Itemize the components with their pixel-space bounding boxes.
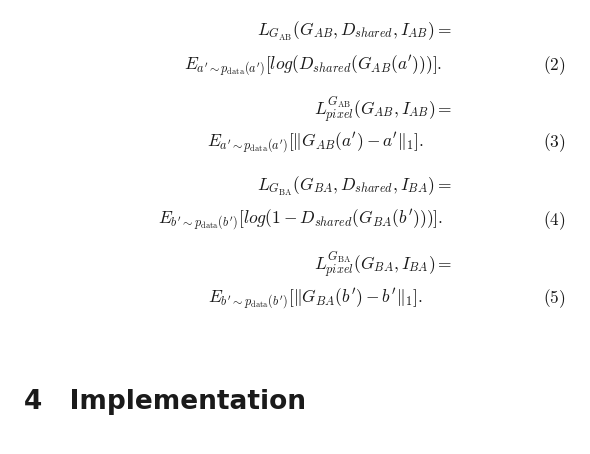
Text: $(2)$: $(2)$: [543, 54, 566, 77]
Text: $L_{pixel}^{G_{\rm AB}}(G_{AB},I_{AB}) =$: $L_{pixel}^{G_{\rm AB}}(G_{AB},I_{AB}) =…: [314, 94, 453, 124]
Text: $E_{b'\sim p_{\rm data}(b')}[log(1-D_{shared}(G_{BA}(b')))].$: $E_{b'\sim p_{\rm data}(b')}[log(1-D_{sh…: [158, 208, 444, 232]
Text: $L_{G_{\rm AB}}(G_{AB},D_{shared},I_{AB}) =$: $L_{G_{\rm AB}}(G_{AB},D_{shared},I_{AB}…: [257, 20, 451, 43]
Text: $(4)$: $(4)$: [543, 209, 566, 232]
Text: $(5)$: $(5)$: [543, 287, 566, 310]
Text: $L_{pixel}^{G_{\rm BA}}(G_{BA},I_{BA}) =$: $L_{pixel}^{G_{\rm BA}}(G_{BA},I_{BA}) =…: [314, 249, 453, 279]
Text: $(3)$: $(3)$: [543, 132, 566, 154]
Text: $E_{b'\sim p_{\rm data}(b')}[\|G_{BA}(b')-b'\|_1].$: $E_{b'\sim p_{\rm data}(b')}[\|G_{BA}(b'…: [208, 286, 423, 311]
Text: $E_{a'\sim p_{\rm data}(a')}[log(D_{shared}(G_{AB}(a')))].$: $E_{a'\sim p_{\rm data}(a')}[log(D_{shar…: [183, 54, 442, 78]
Text: 4   Implementation: 4 Implementation: [24, 389, 306, 415]
Text: $E_{a'\sim p_{\rm data}(a')}[\|G_{AB}(a')-a'\|_1].$: $E_{a'\sim p_{\rm data}(a')}[\|G_{AB}(a'…: [207, 131, 424, 155]
Text: $L_{G_{\rm BA}}(G_{BA},D_{shared},I_{BA}) =$: $L_{G_{\rm BA}}(G_{BA},D_{shared},I_{BA}…: [257, 175, 451, 197]
